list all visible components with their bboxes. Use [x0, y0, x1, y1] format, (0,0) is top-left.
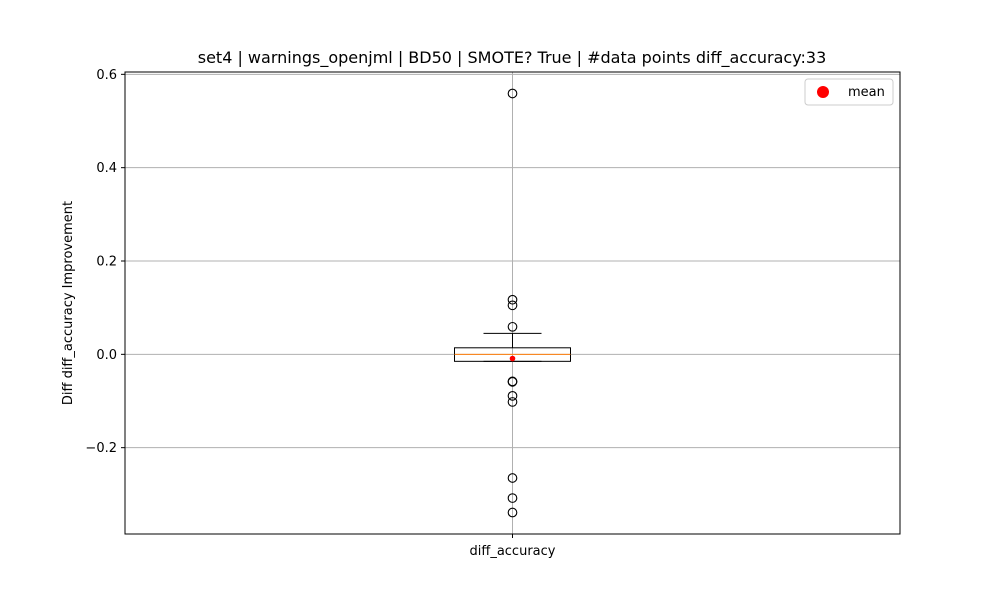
legend: mean	[804, 78, 894, 106]
legend-box	[804, 78, 894, 106]
y-tick-label: 0.0	[96, 348, 117, 363]
y-tick-label: 0.6	[96, 68, 117, 83]
legend-mean-marker	[817, 86, 829, 98]
outlier-point	[507, 391, 518, 401]
outlier-point	[507, 294, 518, 305]
y-axis-label: Diff diff_accuracy Improvement	[61, 201, 76, 405]
y-axis: −0.2 0.0 0.2 0.4 0.6	[85, 68, 125, 456]
outlier-points	[507, 88, 518, 518]
legend-mean-label: mean	[848, 85, 885, 100]
outlier-point	[507, 88, 518, 99]
outlier-point	[507, 507, 518, 518]
box-group	[454, 332, 571, 362]
outlier-point	[507, 397, 518, 407]
outlier-point	[507, 321, 518, 332]
outlier-point	[507, 493, 518, 503]
chart-title: set4 | warnings_openjml | BD50 | SMOTE? …	[198, 48, 827, 68]
outlier-point	[507, 377, 518, 387]
y-tick-label: 0.4	[96, 161, 117, 176]
mean-marker	[509, 355, 516, 362]
y-tick-label: −0.2	[85, 441, 117, 456]
x-axis: diff_accuracy	[470, 534, 556, 559]
outlier-point	[507, 300, 518, 311]
y-tick-label: 0.2	[96, 255, 117, 270]
x-tick-label: diff_accuracy	[470, 544, 556, 559]
outlier-point	[507, 473, 518, 483]
